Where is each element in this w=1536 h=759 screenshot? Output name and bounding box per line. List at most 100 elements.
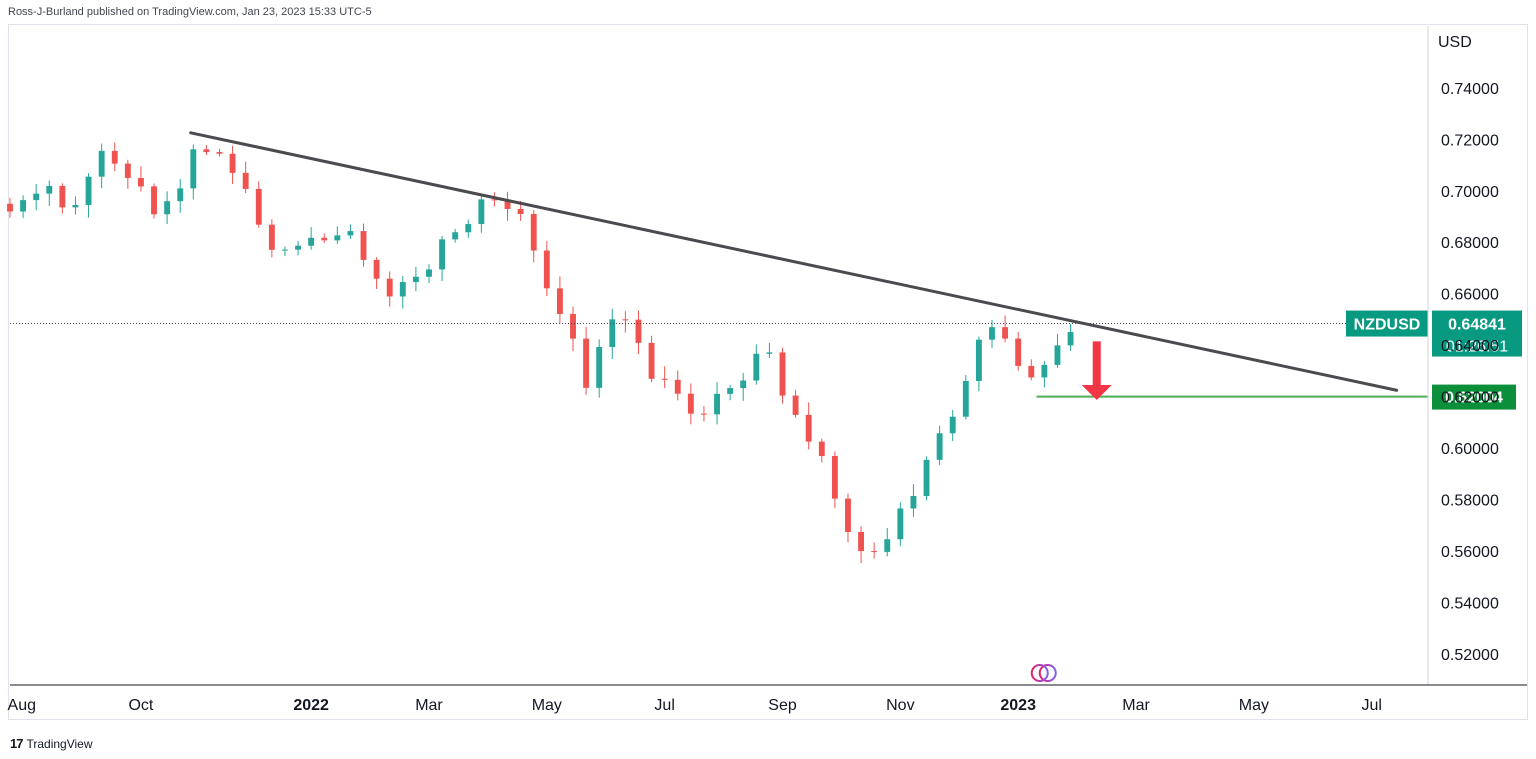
support-price-value: 0.62004 [1445, 390, 1503, 407]
candle-body [295, 245, 301, 250]
candle-body [111, 150, 118, 164]
y-tick-label: 0.58000 [1441, 493, 1499, 510]
candle-body [622, 319, 629, 321]
candle-body [7, 203, 13, 212]
us-flag-icon[interactable] [1038, 664, 1057, 682]
candle [687, 383, 694, 425]
candle [949, 409, 956, 442]
candle [85, 173, 92, 218]
candle [491, 192, 498, 207]
candle [753, 344, 760, 385]
candle-body [1028, 365, 1035, 378]
candle [740, 373, 747, 401]
candle [111, 142, 118, 172]
candle-body [373, 259, 380, 279]
candle [255, 181, 262, 228]
candle [20, 195, 27, 219]
candle-body [98, 150, 105, 177]
candle-body [687, 393, 694, 414]
candle-body [975, 339, 982, 381]
candle [124, 159, 131, 189]
x-tick-label: Oct [128, 697, 153, 714]
candle-body [347, 231, 354, 236]
candle-body [635, 319, 642, 343]
candle [884, 528, 891, 557]
candle-body [766, 352, 773, 354]
candle [858, 526, 865, 563]
candle-body [740, 380, 747, 389]
candle [845, 493, 851, 543]
x-tick-label: Nov [886, 697, 914, 714]
candle-body [845, 498, 851, 533]
publisher-attribution: Ross-J-Burland published on TradingView.… [8, 6, 372, 18]
candle-body [858, 532, 865, 552]
candle [426, 264, 432, 284]
candle [622, 311, 629, 333]
candle [465, 219, 472, 238]
candle-body [360, 231, 367, 260]
x-tick-label: Sep [768, 697, 797, 714]
candle-body [203, 149, 210, 153]
candle [282, 246, 288, 257]
candle-body [792, 395, 799, 415]
candle-body [517, 208, 524, 214]
candle [543, 241, 550, 297]
candle [439, 235, 446, 282]
candle [504, 191, 511, 221]
symbol-tag [1346, 310, 1428, 337]
candle [871, 542, 878, 559]
candle [792, 389, 799, 418]
candle [714, 382, 720, 425]
last-price-value: 0.64841 [1448, 317, 1506, 334]
candle [360, 223, 367, 267]
support-price-tag [1432, 384, 1516, 410]
candle-body [164, 201, 171, 215]
candle-body [33, 193, 40, 201]
candle-body [151, 186, 157, 215]
x-tick-label: May [532, 697, 562, 714]
candle-body [308, 237, 315, 246]
last-price-tag [1432, 310, 1522, 357]
down-arrow-shaft [1092, 341, 1101, 386]
candle-body [1041, 364, 1048, 378]
candle [478, 196, 485, 233]
candle-body [439, 239, 446, 270]
candle [229, 145, 236, 184]
candle-body [583, 338, 590, 388]
candle-body [190, 149, 197, 189]
candle [962, 375, 969, 420]
candle-body [465, 224, 472, 233]
candle-body [674, 379, 681, 394]
candle-body [426, 269, 432, 277]
candle-body [818, 441, 825, 456]
y-tick-label: 0.74000 [1441, 81, 1499, 98]
x-tick-label: Jul [1361, 697, 1381, 714]
downtrend-line[interactable] [189, 131, 1399, 392]
x-tick-label: Jul [654, 697, 674, 714]
candle [648, 335, 655, 383]
candle-body [137, 177, 144, 187]
candle-body [321, 237, 328, 241]
event-marker-icon[interactable] [1030, 664, 1049, 682]
candle-body [412, 276, 419, 283]
candle [661, 366, 668, 389]
candle-body [989, 327, 995, 340]
candle-body [556, 288, 563, 314]
candle [33, 184, 40, 211]
candle [46, 180, 53, 207]
candle [936, 425, 943, 466]
candle [556, 276, 563, 324]
candle [334, 226, 341, 244]
candle-body [478, 199, 485, 225]
y-tick-label: 0.66000 [1441, 287, 1499, 304]
candle-body [1067, 331, 1074, 346]
candle-body [1015, 338, 1022, 366]
x-tick-label: Mar [415, 697, 443, 714]
candle [216, 148, 223, 157]
candle-body [1002, 327, 1009, 339]
candle-body [700, 413, 707, 415]
candlestick-series [7, 142, 1074, 563]
candle-body [504, 199, 511, 209]
candle [897, 502, 904, 547]
